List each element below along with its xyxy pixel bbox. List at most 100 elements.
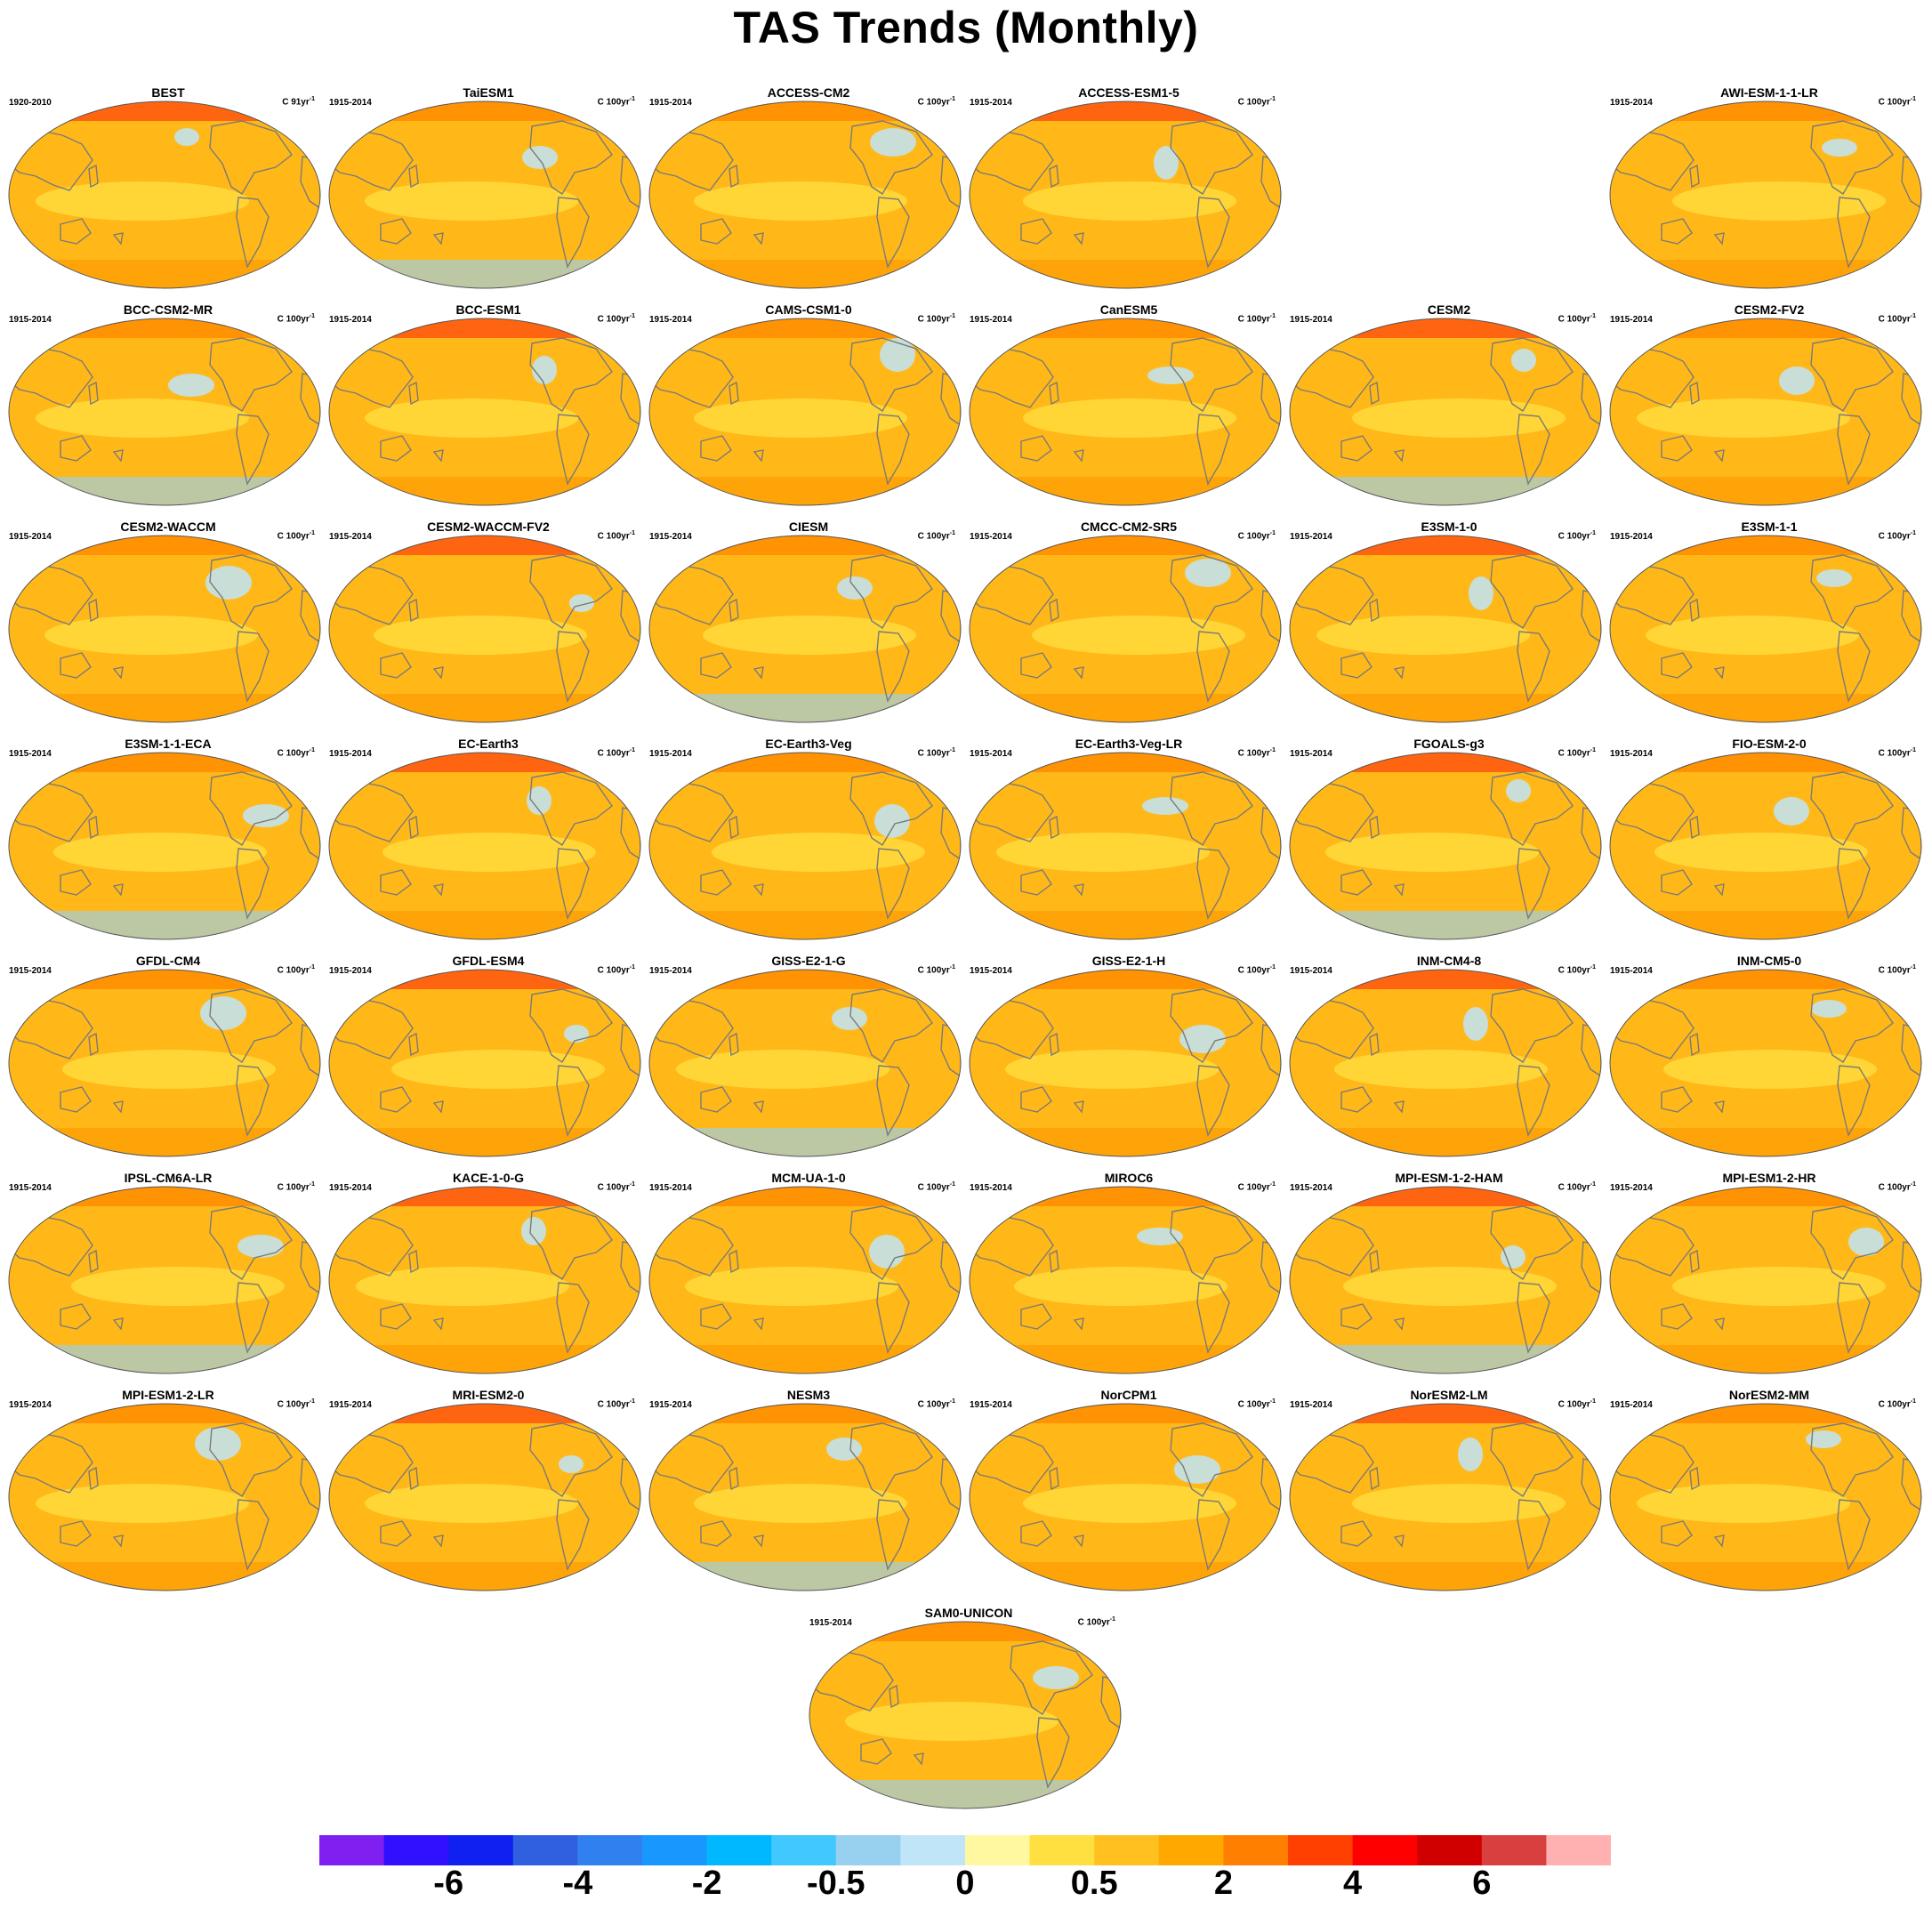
panel-units-exponent: -1 [1910,964,1916,971]
panel-title: ACCESS-CM2 [767,85,850,100]
panel-title: EC-Earth3-Veg-LR [1075,737,1183,751]
panel-title: GISS-E2-1-H [1091,954,1166,968]
panel-title: CESM2 [1427,302,1471,317]
panel-units-text: C 100yr [597,1399,630,1410]
panel-units-text: C 100yr [1878,314,1911,325]
panel-units-exponent: -1 [1109,1616,1115,1623]
panel-units-text: C 100yr [597,1182,630,1193]
panel-units: C 100yr-1 [1558,530,1596,541]
panel-units-text: C 100yr [1558,314,1590,325]
panel-title: CESM2-WACCM-FV2 [427,520,550,534]
panel-title: BCC-CSM2-MR [123,302,213,317]
panel-period: 1915-2014 [970,98,1012,108]
map-panel: MPI-ESM1-2-HR 1915-2014 C 100yr-1 [1608,1171,1930,1382]
panel-units-exponent: -1 [309,747,315,753]
colorbar-tick-label: -4 [562,1865,593,1902]
colorbar-box [577,1835,643,1865]
panel-period: 1915-2014 [9,749,52,759]
panel-title: GISS-E2-1-G [771,954,846,968]
panel-units: C 100yr-1 [1078,1616,1115,1627]
panel-units: C 100yr-1 [918,964,955,975]
panel-units: C 100yr-1 [1238,96,1276,107]
panel-title: SAM0-UNICON [924,1606,1013,1620]
map-globe [1289,1186,1602,1374]
panel-title: AWI-ESM-1-1-LR [1720,85,1818,100]
panel-period: 1915-2014 [9,315,52,325]
map-panel: KACE-1-0-G 1915-2014 C 100yr-1 [327,1171,649,1382]
panel-title: MCM-UA-1-0 [771,1171,846,1185]
panel-units-text: C 100yr [1558,748,1590,759]
panel-units-text: C 100yr [1558,1182,1590,1193]
panel-period: 1915-2014 [1610,98,1653,108]
panel-title: BEST [151,85,185,100]
map-panel: NorESM2-MM 1915-2014 C 100yr-1 [1608,1388,1930,1599]
map-globe [328,101,641,289]
map-globe [648,1403,962,1591]
panel-units: C 100yr-1 [1558,313,1596,324]
panel-units-exponent: -1 [629,747,635,753]
panel-period: 1915-2014 [970,315,1012,325]
panel-period: 1915-2014 [1610,749,1653,759]
panel-title: TaiESM1 [463,85,514,100]
map-panel: AWI-ESM-1-1-LR 1915-2014 C 100yr-1 [1608,85,1930,297]
map-panel: NorESM2-LM 1915-2014 C 100yr-1 [1288,1388,1610,1599]
panel-period: 1915-2014 [9,1400,52,1410]
map-globe [328,318,641,506]
panel-units-text: C 100yr [1878,965,1911,976]
panel-units-text: C 100yr [1878,748,1911,759]
panel-units: C 100yr-1 [1238,530,1276,541]
panel-units: C 100yr-1 [918,1398,955,1409]
panel-units-text: C 100yr [1878,1399,1911,1410]
map-globe [1609,1403,1922,1591]
panel-units: C 100yr-1 [1879,747,1916,758]
map-globe [648,752,962,940]
panel-title: CMCC-CM2-SR5 [1080,520,1178,534]
panel-units-text: C 100yr [1878,531,1911,542]
panel-title: NorESM2-MM [1728,1388,1810,1402]
panel-units-exponent: -1 [1910,96,1916,102]
colorbar-tick-label: 0 [955,1865,975,1902]
panel-title: INM-CM5-0 [1736,954,1802,968]
map-globe [328,1186,641,1374]
map-globe [809,1621,1122,1809]
map-globe [1609,1186,1922,1374]
colorbar-box [448,1835,514,1865]
panel-units-text: C 100yr [597,531,630,542]
panel-title: MRI-ESM2-0 [452,1388,525,1402]
panel-title: GFDL-CM4 [135,954,201,968]
panel-title: CIESM [788,520,829,534]
panel-units: C 100yr-1 [278,530,315,541]
panel-units-exponent: -1 [949,530,955,536]
panel-units-exponent: -1 [629,313,635,319]
map-globe [8,752,321,940]
map-globe [8,101,321,289]
map-globe [1289,535,1602,723]
panel-units-text: C 100yr [917,314,950,325]
panel-title: E3SM-1-1 [1741,520,1798,534]
map-globe [8,318,321,506]
panel-units-text: C 100yr [917,97,950,108]
map-globe [969,1186,1282,1374]
panel-units-exponent: -1 [1910,1398,1916,1405]
panel-period: 1915-2014 [970,966,1012,976]
panel-title: KACE-1-0-G [452,1171,525,1185]
panel-title: MPI-ESM1-2-LR [122,1388,214,1402]
panel-units-text: C 100yr [1237,97,1270,108]
panel-units-exponent: -1 [1590,1181,1596,1188]
panel-units-exponent: -1 [949,964,955,971]
colorbar-box [1417,1835,1483,1865]
panel-units: C 100yr-1 [598,747,635,758]
map-panel: E3SM-1-0 1915-2014 C 100yr-1 [1288,520,1610,731]
panel-period: 1915-2014 [970,1183,1012,1193]
panel-units-exponent: -1 [1269,1181,1276,1188]
panel-period: 1915-2014 [1290,1400,1332,1410]
panel-units-text: C 100yr [1558,1399,1590,1410]
panel-units: C 100yr-1 [1879,530,1916,541]
panel-units: C 100yr-1 [1238,747,1276,758]
panel-units-text: C 100yr [277,1182,310,1193]
panel-period: 1915-2014 [649,532,692,542]
panel-period: 1915-2014 [9,532,52,542]
colorbar-box [1546,1835,1611,1865]
panel-units-exponent: -1 [309,964,315,971]
panel-units-exponent: -1 [309,1398,315,1405]
